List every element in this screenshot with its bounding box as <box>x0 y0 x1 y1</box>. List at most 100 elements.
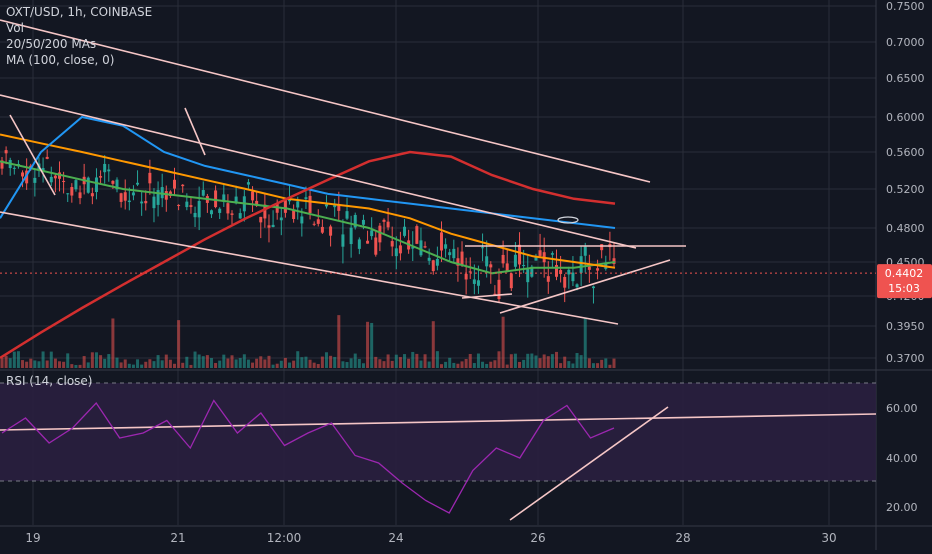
volume-bar <box>600 359 604 368</box>
candle-body <box>173 179 177 189</box>
candle-body <box>370 230 374 237</box>
volume-bar <box>131 364 135 368</box>
volume-bar <box>37 361 41 368</box>
volume-bar <box>259 356 263 368</box>
volume-bar <box>353 353 357 368</box>
candle-body <box>255 200 259 206</box>
candle-body <box>90 193 94 197</box>
volume-bar <box>505 364 509 368</box>
volume-bar <box>333 356 337 368</box>
candle-body <box>559 270 563 274</box>
rsi-tick-label: 20.00 <box>886 501 918 514</box>
volume-bar <box>575 353 579 368</box>
candle-body <box>324 204 328 207</box>
candle-body <box>115 179 119 190</box>
volume-bars <box>0 315 616 368</box>
candle-body <box>497 279 501 300</box>
candle-body <box>411 247 415 249</box>
rsi-tick-label: 60.00 <box>886 402 918 415</box>
volume-bar <box>374 356 378 368</box>
candle-body <box>341 234 345 247</box>
volume-bar <box>316 364 320 368</box>
volume-bar <box>493 360 497 368</box>
volume-bar <box>94 352 98 368</box>
volume-bar <box>587 358 591 368</box>
volume-bar <box>251 362 255 368</box>
trendline <box>0 94 637 249</box>
candle-body <box>267 225 271 228</box>
volume-bar <box>324 352 328 368</box>
volume-bar <box>193 351 197 368</box>
volume-bar <box>559 363 563 368</box>
candle-body <box>431 260 435 272</box>
candle-body <box>361 219 365 225</box>
candle-body <box>214 190 218 208</box>
volume-bar <box>275 363 279 368</box>
candle-body <box>612 258 616 264</box>
candle-body <box>386 221 390 228</box>
volume-bar <box>423 354 427 368</box>
price-axis: 0.7500 0.7000 0.6500 0.6000 0.5600 0.5200 0.48… <box>886 0 925 514</box>
last-price-tag <box>877 264 932 299</box>
volume-bar <box>427 361 431 368</box>
volume-bar <box>86 362 90 368</box>
volume-bar <box>382 361 386 368</box>
candle-body <box>177 204 181 206</box>
candle-body <box>456 258 460 266</box>
candle-body <box>189 205 193 207</box>
candle-body <box>476 280 480 286</box>
volume-bar <box>509 354 513 368</box>
legend-mas: 20/50/200 MAs <box>6 37 97 51</box>
time-tick-label: 21 <box>170 531 185 545</box>
rsi-band <box>0 382 876 482</box>
candle-body <box>49 176 53 183</box>
volume-bar <box>398 357 402 368</box>
volume-bar <box>58 361 62 368</box>
volume-bar <box>33 360 37 368</box>
volume-bar <box>448 357 452 368</box>
time-tick-label: 26 <box>530 531 545 545</box>
trendline <box>0 211 619 325</box>
trendline <box>499 259 671 314</box>
candle-body <box>209 210 213 215</box>
candle-body <box>329 226 333 236</box>
candle-body <box>600 244 604 251</box>
volume-bar <box>554 351 558 368</box>
candle-body <box>103 163 107 173</box>
volume-bar <box>123 359 127 368</box>
candle-body <box>119 193 123 202</box>
volume-bar <box>74 364 78 368</box>
volume-bar <box>205 355 209 368</box>
volume-bar <box>608 364 612 368</box>
candle-body <box>279 217 283 221</box>
volume-bar <box>21 360 25 368</box>
volume-bar <box>29 358 33 368</box>
candle-body <box>382 219 386 222</box>
volume-bar <box>501 316 505 368</box>
candle-body <box>218 208 222 213</box>
candle-body <box>509 273 513 289</box>
volume-bar <box>16 351 20 368</box>
candle-body <box>312 223 316 225</box>
volume-bar <box>550 354 554 368</box>
volume-bar <box>460 361 464 368</box>
volume-bar <box>214 362 218 368</box>
candle-body <box>148 172 152 184</box>
candle-body <box>427 257 431 261</box>
volume-bar <box>140 364 144 368</box>
volume-bar <box>263 359 267 368</box>
candle-body <box>251 191 255 201</box>
candle-body <box>144 201 148 204</box>
volume-bar <box>53 358 57 368</box>
trendline <box>461 293 513 299</box>
volume-bar <box>296 351 300 368</box>
candle-body <box>222 194 226 202</box>
trendline <box>0 413 877 431</box>
candle-body <box>12 167 16 169</box>
volume-bar <box>357 358 361 368</box>
volume-bar <box>403 354 407 368</box>
price-tick-label: 0.5200 <box>886 183 925 196</box>
volume-bar <box>189 364 193 368</box>
